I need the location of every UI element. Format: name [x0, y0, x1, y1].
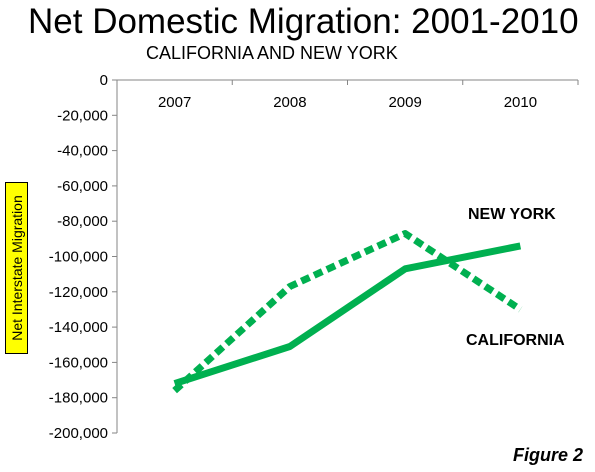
y-tick-label: -60,000: [57, 178, 108, 195]
y-tick-label: -20,000: [57, 107, 108, 124]
series-labels: NEW YORK CALIFORNIA: [466, 206, 565, 349]
x-tick-label: 2009: [388, 94, 421, 111]
x-tick-label: 2008: [273, 94, 306, 111]
series-label-new-york: NEW YORK: [468, 206, 556, 223]
y-tick-label: -120,000: [49, 284, 108, 301]
series-line-new-york: [173, 242, 522, 387]
chart-title: Net Domestic Migration: 2001-2010: [28, 2, 579, 41]
x-tick-label: 2007: [158, 94, 191, 111]
y-tick-label: -200,000: [49, 425, 108, 442]
series-line-california: [172, 230, 523, 394]
y-tick-label: -160,000: [49, 354, 108, 371]
y-tick-label: -100,000: [49, 249, 108, 266]
x-tick-label: 2010: [504, 94, 537, 111]
y-ticks: 0 -20,000 -40,000 -60,000 -80,000 -100,000 -12…: [49, 72, 117, 442]
y-tick-label: -140,000: [49, 319, 108, 336]
y-tick-label: -80,000: [57, 213, 108, 230]
y-tick-label: 0: [100, 72, 108, 89]
figure-label: Figure 2: [512, 445, 583, 465]
series-lines: [172, 230, 523, 394]
chart-subtitle: CALIFORNIA AND NEW YORK: [146, 43, 398, 63]
y-tick-label: -180,000: [49, 390, 108, 407]
x-ticks: 2007 2008 2009 2010: [116, 80, 579, 111]
y-axis-label-box: Net Interstate Migration: [5, 182, 28, 354]
y-tick-label: -40,000: [57, 143, 108, 160]
series-label-california: CALIFORNIA: [466, 332, 565, 349]
